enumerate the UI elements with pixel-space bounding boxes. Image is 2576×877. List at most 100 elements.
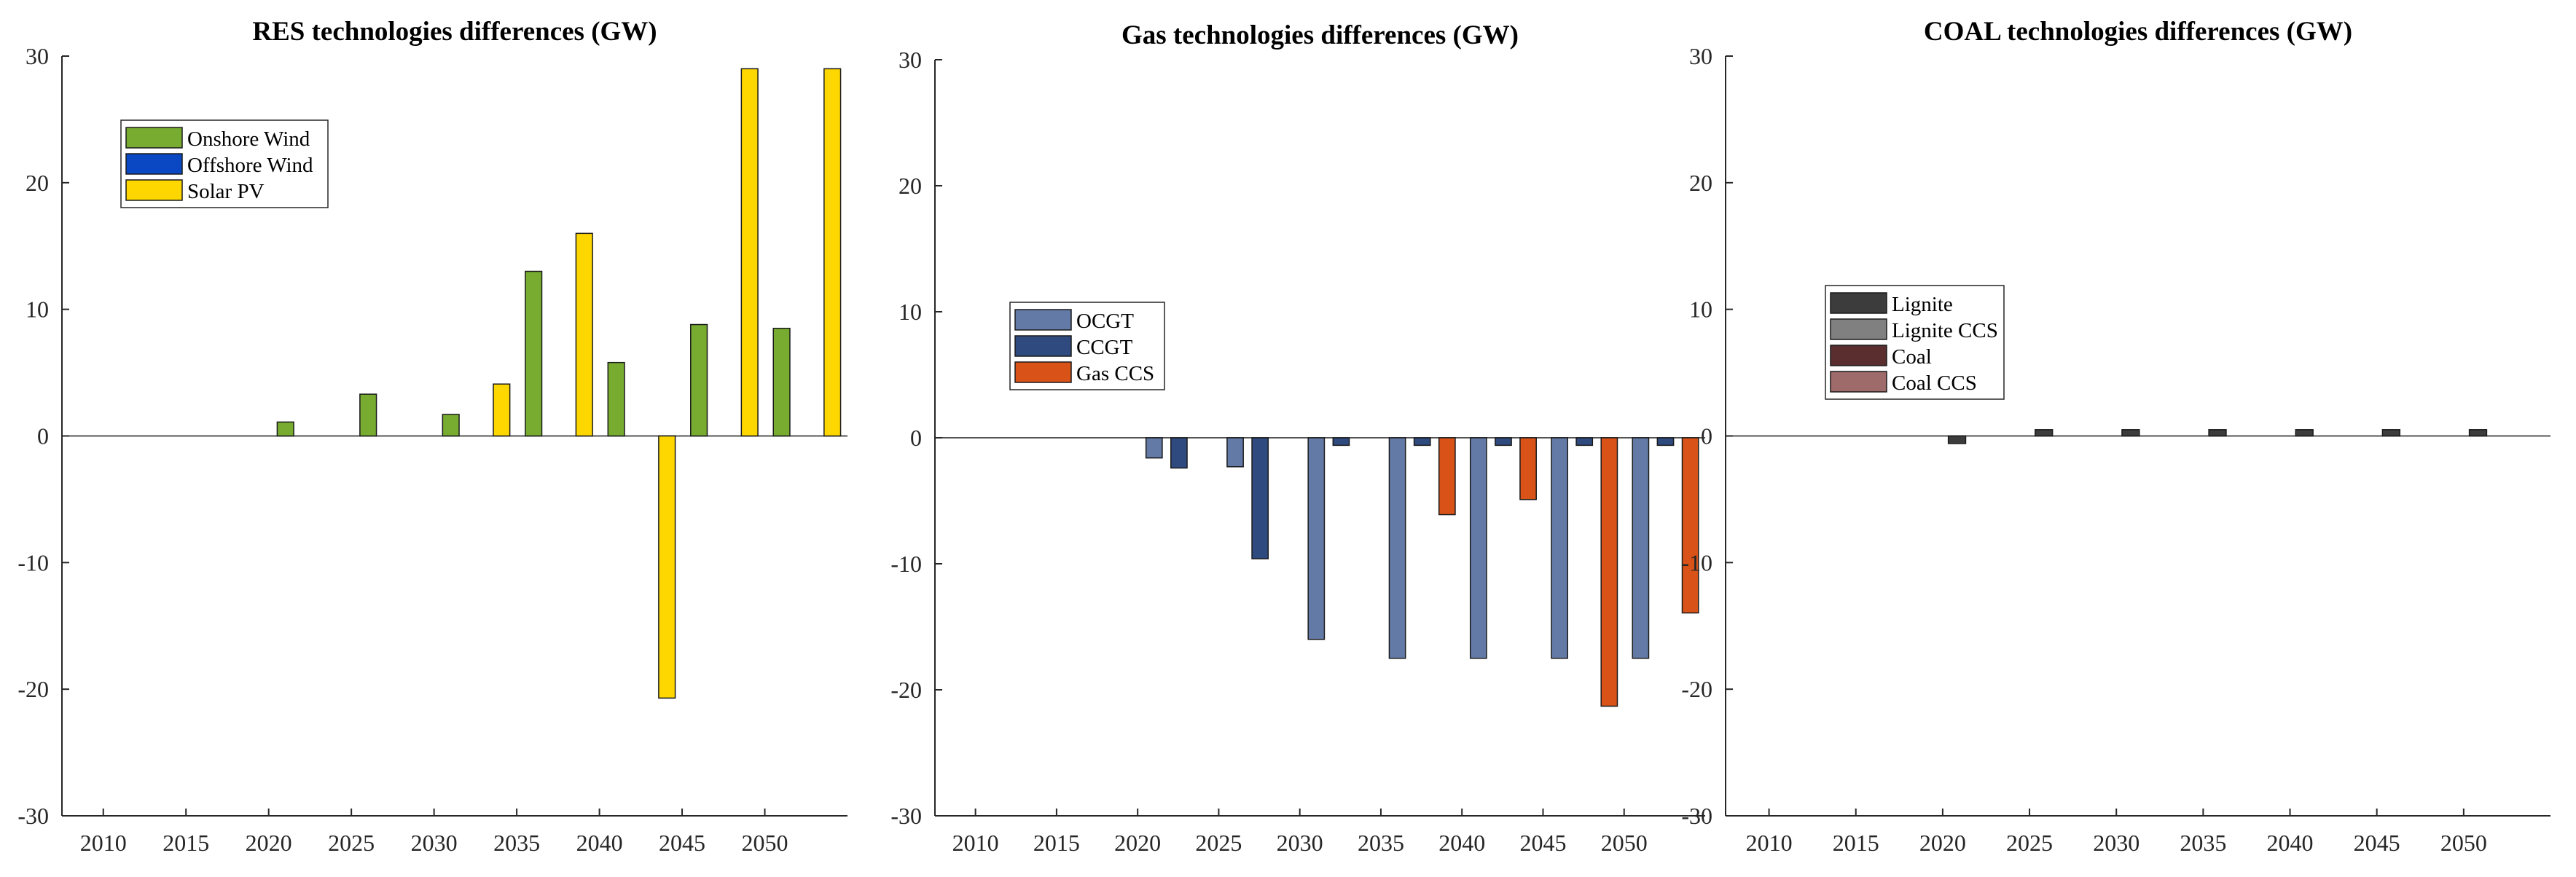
chart-1-legend-swatch-offshore-wind [125, 153, 183, 175]
chart-2-x-tick-label: 2040 [1438, 830, 1485, 856]
chart-2-bar-gas-ccs-2045 [1600, 437, 1618, 707]
chart-2-legend-swatch-ocgt [1014, 309, 1072, 331]
chart-2-bar-ccgt-2045 [1575, 437, 1594, 447]
chart-1-y-tick-label: 20 [26, 170, 49, 196]
chart-3-legend-label-lignite: Lignite [1892, 293, 1953, 316]
chart-1-legend-swatch-onshore-wind [125, 127, 183, 149]
chart-2-bar-ccgt-2030 [1332, 437, 1350, 447]
chart-3-bar-lignite-2020 [1947, 435, 1967, 444]
chart-3-y-tick-label: 30 [1689, 43, 1712, 69]
chart-2-y-tick-label: 30 [899, 47, 922, 73]
chart-1-y-tick-label: -30 [17, 803, 49, 829]
chart-3-y-tick-label: 20 [1689, 170, 1712, 196]
chart-3-legend-label-coal: Coal [1892, 345, 1932, 369]
chart-2-bar-ocgt-2030 [1307, 437, 1326, 640]
chart-1-bar-solar-pv-2050 [823, 68, 842, 437]
chart-2-y-tick-label: 20 [899, 173, 922, 199]
chart-1-bar-solar-pv-2030 [493, 383, 511, 437]
chart-2-y-tick-label: -30 [890, 803, 922, 829]
chart-2-bar-ccgt-2025 [1251, 437, 1269, 559]
chart-2-bar-gas-ccs-2040 [1519, 437, 1537, 500]
chart-3-y-tick-label: 0 [1701, 423, 1712, 449]
chart-1-x-tick-label: 2020 [246, 830, 292, 856]
chart-1-y-tick-label: 30 [26, 43, 49, 69]
chart-2-bar-ocgt-2025 [1226, 437, 1244, 468]
chart-3-legend-label-coal-ccs: Coal CCS [1892, 371, 1977, 395]
chart-3-y-tick-label: 10 [1689, 296, 1712, 323]
chart-1-legend-label-onshore-wind: Onshore Wind [187, 127, 310, 151]
chart-3-y-tick-label: -10 [1681, 549, 1712, 575]
chart-3-legend-label-lignite-ccs: Lignite CCS [1892, 319, 1998, 342]
chart-1-bar-onshore-wind-2020 [276, 421, 294, 437]
chart-3-x-tick-label: 2015 [1833, 830, 1879, 856]
chart-2-y-tick-label: 0 [910, 425, 922, 451]
chart-3-bar-lignite-2040 [2295, 429, 2314, 437]
chart-3-bar-lignite-2050 [2468, 429, 2488, 437]
chart-1-legend-label-offshore-wind: Offshore Wind [187, 154, 313, 177]
chart-3-bar-lignite-2030 [2121, 429, 2140, 437]
chart-2-x-tick-label: 2020 [1114, 830, 1161, 856]
chart-1-bar-onshore-wind-2035 [525, 270, 543, 437]
chart-1-y-tick-label: 10 [26, 296, 49, 323]
chart-2-bar-ccgt-2040 [1495, 437, 1512, 447]
chart-3-legend-swatch-coal [1830, 345, 1887, 366]
chart-3-x-tick-label: 2045 [2354, 830, 2400, 856]
chart-1-x-tick-label: 2040 [576, 830, 623, 856]
chart-2-bar-ocgt-2020 [1145, 437, 1163, 459]
chart-2-x-tick-label: 2010 [952, 830, 999, 856]
chart-2-bar-ccgt-2050 [1656, 437, 1675, 447]
chart-2-legend-label-gas-ccs: Gas CCS [1076, 362, 1154, 385]
chart-2-title: Gas technologies differences (GW) [1121, 20, 1519, 50]
chart-3-bar-lignite-2045 [2381, 429, 2401, 437]
chart-2-bar-ocgt-2050 [1632, 437, 1650, 659]
chart-1-x-tick-label: 2035 [493, 830, 540, 856]
chart-3-x-tick-label: 2020 [1919, 830, 1966, 856]
chart-1-bar-onshore-wind-2040 [607, 361, 625, 437]
chart-1-x-tick-label: 2045 [659, 830, 705, 856]
chart-3-x-tick-label: 2030 [2093, 830, 2140, 856]
chart-2-bar-gas-ccs-2035 [1438, 437, 1456, 516]
chart-1-bar-onshore-wind-2025 [359, 393, 377, 437]
chart-2-x-tick-label: 2050 [1601, 830, 1648, 856]
chart-2-x-tick-label: 2025 [1195, 830, 1242, 856]
chart-1-bar-onshore-wind-2050 [772, 327, 791, 437]
chart-3-legend-swatch-lignite-ccs [1830, 318, 1887, 340]
chart-1-bar-onshore-wind-2030 [442, 414, 460, 437]
chart-1-y-tick-label: -20 [17, 676, 49, 702]
chart-1-bar-solar-pv-2040 [658, 435, 676, 699]
chart-1-x-tick-label: 2030 [411, 830, 458, 856]
chart-2-x-tick-label: 2030 [1277, 830, 1323, 856]
chart-2-legend-swatch-gas-ccs [1014, 361, 1072, 383]
chart-3-x-tick-label: 2035 [2180, 830, 2226, 856]
chart-2-bar-ccgt-2035 [1413, 437, 1431, 447]
chart-1-y-tick-label: 0 [37, 423, 49, 449]
chart-2-y-tick-label: -20 [890, 677, 922, 703]
chart-2-bar-ocgt-2045 [1551, 437, 1568, 659]
chart-2-y-tick-label: 10 [899, 299, 922, 325]
chart-3-x-tick-label: 2025 [2006, 830, 2053, 856]
chart-1-legend-label-solar-pv: Solar PV [187, 180, 265, 203]
chart-2-legend-label-ccgt: CCGT [1076, 336, 1133, 359]
chart-3-y-tick-label: -30 [1681, 803, 1712, 829]
chart-3-legend-swatch-lignite [1830, 292, 1887, 314]
chart-2-x-tick-label: 2045 [1519, 830, 1566, 856]
chart-2-bar-ocgt-2040 [1469, 437, 1487, 659]
chart-2-y-tick-label: -10 [890, 551, 922, 577]
chart-1-legend-swatch-solar-pv [125, 179, 183, 201]
chart-3-bar-lignite-2035 [2208, 429, 2227, 437]
chart-1-bar-solar-pv-2045 [740, 68, 759, 437]
chart-3-y-tick-label: -20 [1681, 676, 1712, 702]
chart-1-x-tick-label: 2025 [328, 830, 375, 856]
chart-2-bar-ccgt-2020 [1170, 437, 1188, 469]
chart-3-x-tick-label: 2040 [2267, 830, 2314, 856]
chart-3-x-tick-label: 2010 [1746, 830, 1793, 856]
chart-2-x-tick-label: 2035 [1358, 830, 1404, 856]
chart-2-x-tick-label: 2015 [1033, 830, 1080, 856]
chart-1-title: RES technologies differences (GW) [252, 17, 657, 47]
chart-1-x-tick-label: 2015 [163, 830, 209, 856]
chart-3-bar-lignite-2025 [2035, 429, 2054, 437]
chart-1-x-tick-label: 2010 [80, 830, 127, 856]
